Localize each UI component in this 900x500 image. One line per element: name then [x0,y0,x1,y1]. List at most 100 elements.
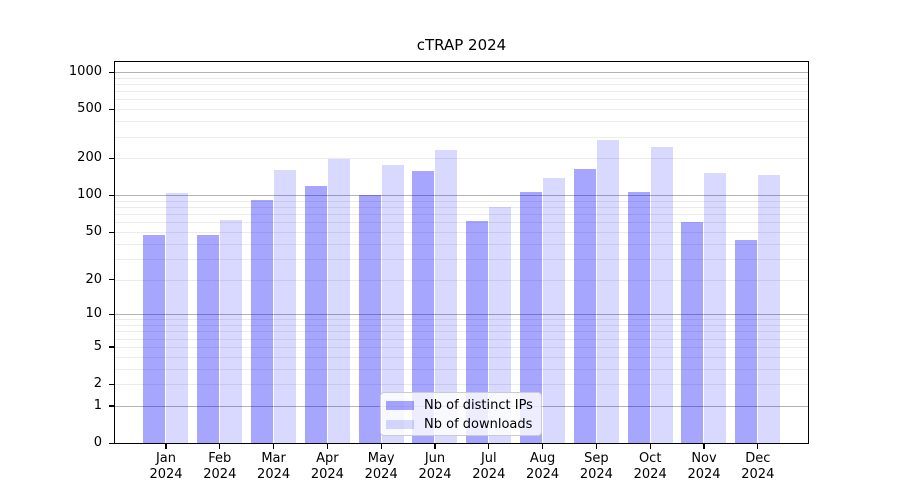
x-tick-month: Dec [745,451,771,466]
y-tick-label: 200 [77,150,102,166]
y-tick [109,108,114,110]
y-tick-label: 2 [93,376,102,392]
plot-area: Nb of distinct IPs Nb of downloads [114,61,809,444]
gridline-minor [115,99,808,101]
y-tick [109,383,114,385]
gridline-minor [115,109,808,111]
bar-distinct-ips [197,235,220,443]
bar-distinct-ips [627,192,650,443]
bar-downloads [704,172,727,443]
x-tick [488,444,490,449]
bar-downloads [596,139,619,443]
y-tick-label: 100 [77,187,102,203]
bar-downloads [650,147,673,443]
y-tick-label: 20 [85,271,102,287]
x-tick-label: Nov 2024 [674,451,734,483]
x-tick-label: Sep 2024 [566,451,626,483]
gridline-minor [115,136,808,138]
x-tick-year: 2024 [579,467,613,482]
x-tick-label: Aug 2024 [513,451,573,483]
y-tick [109,346,114,348]
gridline-minor [115,84,808,85]
bar-distinct-ips [358,195,381,443]
x-tick-month: May [367,451,395,466]
bar-downloads [166,192,189,443]
bar-distinct-ips [681,222,704,443]
bar-downloads [220,219,243,443]
legend-entry: Nb of downloads [386,415,541,434]
x-tick-month: Oct [638,451,662,466]
y-tick-label: 1 [93,398,102,413]
x-tick-month: Mar [261,451,286,466]
gridline-minor [115,158,808,160]
y-tick [109,194,114,196]
x-tick-month: Feb [208,451,232,466]
x-tick-label: Mar 2024 [244,451,304,483]
bar-downloads [489,207,512,443]
gridline-minor [115,346,808,348]
bar-downloads [381,165,404,443]
x-tick-year: 2024 [364,467,398,482]
gridline-minor [115,368,808,370]
gridline-minor [115,207,808,208]
gridline-minor [115,331,808,333]
gridline-minor [115,356,808,358]
x-tick-label: Feb 2024 [190,451,250,483]
x-tick [649,444,651,449]
legend-label: Nb of distinct IPs [424,397,533,413]
legend-swatch [386,419,414,430]
x-tick-year: 2024 [741,467,775,482]
legend-label: Nb of downloads [424,416,533,432]
x-tick-label: Dec 2024 [728,451,788,483]
x-tick-label: Jan 2024 [136,451,196,483]
x-tick-year: 2024 [310,467,344,482]
x-tick [703,444,705,449]
x-tick [757,444,759,449]
gridline-minor [115,200,808,202]
gridline-minor [115,319,808,321]
gridline-minor [115,279,808,281]
gridline-minor [115,325,808,326]
x-tick-month: Jun [424,451,446,466]
y-tick [109,313,114,315]
y-tick-label: 10 [85,306,102,322]
x-tick-label: Apr 2024 [297,451,357,483]
x-tick-year: 2024 [418,467,452,482]
x-tick-year: 2024 [687,467,721,482]
x-tick-month: Nov [691,451,717,466]
x-tick [380,444,382,449]
x-tick-year: 2024 [526,467,560,482]
x-tick-month: Jan [155,451,177,466]
y-tick-label: 500 [77,101,102,117]
gridline-minor [115,222,808,224]
gridline-major [115,314,808,316]
bar-distinct-ips [412,171,435,443]
x-tick-year: 2024 [633,467,667,482]
gridline-minor [115,384,808,385]
gridline-minor [115,231,808,233]
bar-distinct-ips [143,235,166,443]
gridline-minor [115,121,808,123]
y-tick [109,231,114,233]
x-tick-month: Jul [480,451,497,466]
y-tick [109,442,114,444]
gridline-major [115,72,808,73]
bar-distinct-ips [304,186,327,443]
x-tick-year: 2024 [149,467,183,482]
x-tick-month: Sep [584,451,609,466]
bar-downloads [758,174,781,443]
legend: Nb of distinct IPs Nb of downloads [380,392,542,436]
x-tick-year: 2024 [257,467,291,482]
bar-downloads [327,158,350,443]
gridline-minor [115,243,808,245]
gridline-minor [115,338,808,340]
y-tick-label: 5 [93,339,102,354]
legend-swatch [386,400,414,411]
y-tick [109,157,114,159]
x-tick-year: 2024 [472,467,506,482]
bar-distinct-ips [735,239,758,443]
y-tick-label: 0 [93,435,102,451]
bar-distinct-ips [519,191,542,443]
y-tick [109,71,114,73]
